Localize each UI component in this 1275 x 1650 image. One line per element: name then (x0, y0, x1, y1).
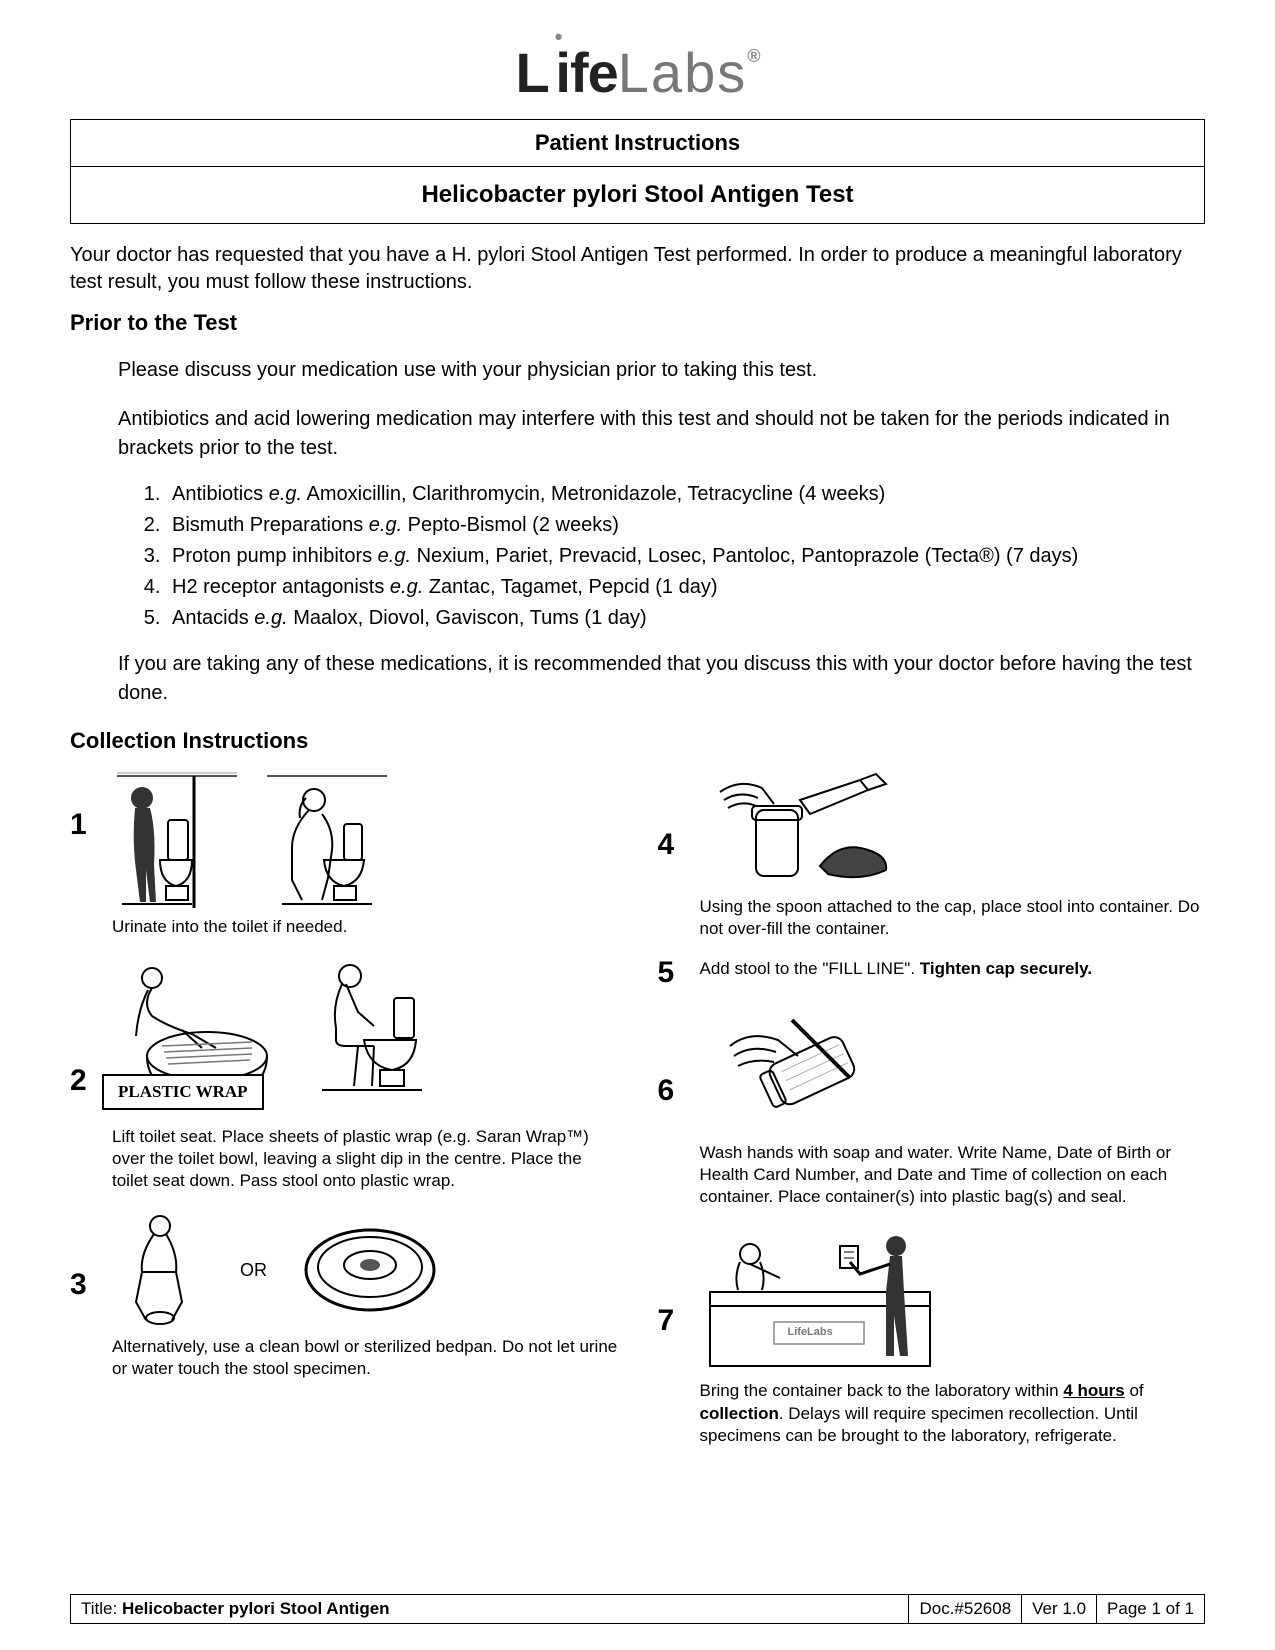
step7-logo-on-counter: LifeLabs (788, 1326, 1275, 1338)
med-item-2: Bismuth Preparations e.g. Pepto-Bismol (… (166, 514, 1205, 537)
step1-fig-male-icon (112, 770, 242, 910)
header-row-1: Patient Instructions (71, 120, 1204, 167)
med-item-5: Antacids e.g. Maalox, Diovol, Gaviscon, … (166, 607, 1205, 630)
footer-title: Title: Helicobacter pylori Stool Antigen (71, 1595, 909, 1623)
brand-logo: L•ifeLabs® (70, 40, 1205, 105)
step-5: 5 Add stool to the "FILL LINE". Tighten … (658, 958, 1206, 988)
step7-caption: Bring the container back to the laborato… (700, 1380, 1206, 1446)
collection-heading: Collection Instructions (70, 728, 1205, 754)
step3-caption: Alternatively, use a clean bowl or steri… (112, 1336, 618, 1380)
med-item-4: H2 receptor antagonists e.g. Zantac, Tag… (166, 576, 1205, 599)
step2-caption: Lift toilet seat. Place sheets of plasti… (112, 1126, 618, 1192)
step-4: 4 (658, 770, 1206, 940)
step-1: 1 (70, 770, 618, 938)
prior-p3: If you are taking any of these medicatio… (118, 650, 1195, 708)
intro-text: Your doctor has requested that you have … (70, 242, 1205, 296)
step1-fig-female-icon (262, 770, 392, 910)
step4-caption: Using the spoon attached to the cap, pla… (700, 896, 1206, 940)
step5-caption: Add stool to the "FILL LINE". Tighten ca… (700, 958, 1206, 980)
footer-doc: Doc.#52608 (909, 1595, 1022, 1623)
footer-ver: Ver 1.0 (1022, 1595, 1097, 1623)
med-item-3: Proton pump inhibitors e.g. Nexium, Pari… (166, 545, 1205, 568)
step-6: 6 (658, 1006, 1206, 1208)
step3-fig-bedpan-icon (295, 1215, 445, 1325)
plastic-wrap-label: PLASTIC WRAP (102, 1074, 264, 1110)
header-row-2: Helicobacter pylori Stool Antigen Test (71, 167, 1204, 223)
step2-fig-sit-icon (302, 956, 442, 1106)
header-box: Patient Instructions Helicobacter pylori… (70, 119, 1205, 224)
step-2: 2 (70, 956, 618, 1192)
step4-fig-spoon-icon (700, 770, 920, 890)
step7-fig-lab-icon (700, 1226, 960, 1376)
prior-p2: Antibiotics and acid lowering medication… (118, 405, 1195, 463)
step-3: 3 OR (70, 1210, 618, 1380)
step-7: 7 (658, 1226, 1206, 1446)
prior-p1: Please discuss your medication use with … (118, 356, 1195, 385)
prior-heading: Prior to the Test (70, 310, 1205, 336)
step1-caption: Urinate into the toilet if needed. (112, 916, 618, 938)
footer-page: Page 1 of 1 (1097, 1595, 1204, 1623)
footer-bar: Title: Helicobacter pylori Stool Antigen… (70, 1594, 1205, 1624)
medication-list: Antibiotics e.g. Amoxicillin, Clarithrom… (166, 483, 1205, 630)
step3-or: OR (240, 1260, 267, 1281)
med-item-1: Antibiotics e.g. Amoxicillin, Clarithrom… (166, 483, 1205, 506)
step3-fig-squat-icon (112, 1210, 212, 1330)
step6-fig-label-icon (700, 1006, 920, 1136)
step6-caption: Wash hands with soap and water. Write Na… (700, 1142, 1206, 1208)
